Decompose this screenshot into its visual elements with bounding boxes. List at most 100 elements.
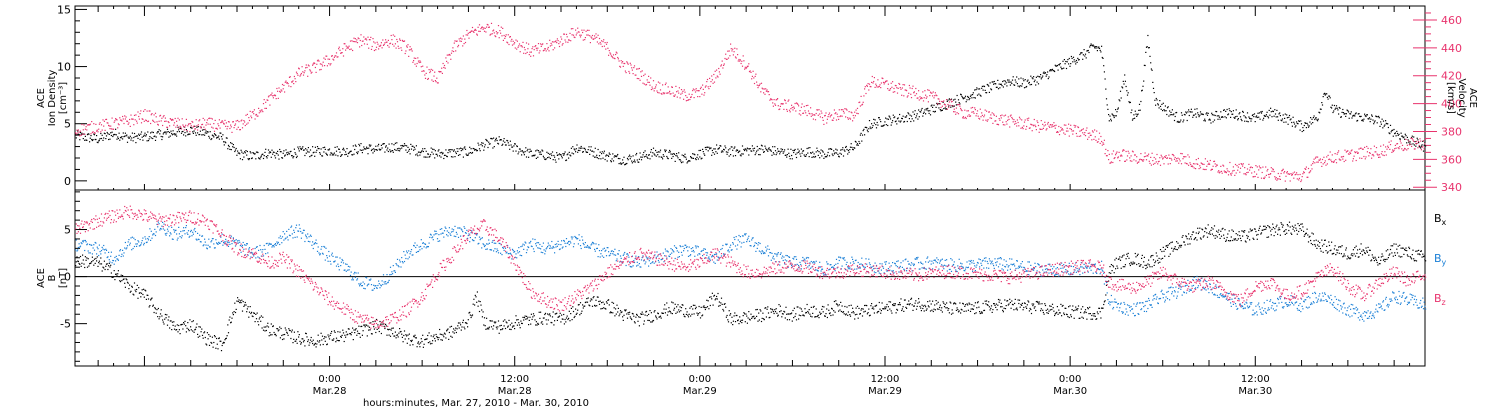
density-point bbox=[704, 146, 706, 149]
density-point bbox=[809, 147, 811, 149]
density-point bbox=[1340, 116, 1342, 118]
b-bx-point bbox=[784, 311, 786, 313]
density-point bbox=[643, 156, 645, 158]
b-bx-point bbox=[614, 315, 616, 317]
velocity-point bbox=[1343, 160, 1345, 163]
b-bx-point bbox=[807, 310, 809, 313]
b-bx-point bbox=[517, 319, 519, 321]
density-point bbox=[509, 140, 511, 142]
density-point bbox=[488, 141, 490, 143]
density-point bbox=[321, 155, 324, 157]
density-point bbox=[958, 102, 960, 104]
velocity-point bbox=[969, 115, 972, 117]
velocity-tick-label: 360 bbox=[1441, 153, 1462, 166]
b-bx-point bbox=[307, 340, 309, 343]
density-point bbox=[297, 146, 299, 148]
b-bx-point bbox=[403, 330, 406, 332]
density-point bbox=[1157, 104, 1159, 106]
density-point bbox=[296, 155, 298, 157]
velocity-point bbox=[717, 76, 719, 78]
b-bx-point bbox=[561, 314, 563, 316]
b-bx-point bbox=[162, 321, 164, 323]
density-point bbox=[1223, 109, 1225, 111]
velocity-point bbox=[494, 35, 496, 37]
b-bx-point bbox=[395, 337, 397, 339]
density-point bbox=[893, 117, 895, 119]
density-point bbox=[1392, 129, 1394, 131]
velocity-point bbox=[1089, 132, 1091, 134]
b-bx-point bbox=[396, 334, 398, 336]
velocity-point bbox=[1109, 162, 1111, 164]
b-bx-point bbox=[210, 341, 212, 344]
density-point bbox=[977, 88, 979, 90]
velocity-point bbox=[227, 121, 230, 123]
velocity-point bbox=[159, 115, 161, 117]
density-point bbox=[934, 110, 936, 112]
velocity-point bbox=[419, 60, 421, 62]
b-bx-point bbox=[166, 324, 169, 326]
density-point bbox=[233, 146, 235, 149]
density-point bbox=[1291, 125, 1293, 127]
density-point bbox=[1304, 122, 1306, 124]
velocity-point bbox=[309, 70, 312, 72]
density-point bbox=[775, 154, 777, 156]
density-point bbox=[680, 160, 682, 162]
density-point bbox=[1265, 114, 1267, 116]
velocity-point bbox=[181, 118, 183, 120]
velocity-point bbox=[312, 64, 314, 66]
velocity-point bbox=[925, 97, 927, 99]
velocity-point bbox=[975, 115, 977, 117]
b-bx-point bbox=[433, 334, 435, 336]
b-bx-point bbox=[666, 314, 669, 316]
density-point bbox=[81, 132, 83, 134]
density-point bbox=[627, 159, 629, 161]
velocity-point bbox=[779, 105, 781, 107]
velocity-point bbox=[981, 112, 983, 114]
b-bx-point bbox=[625, 309, 627, 311]
velocity-point bbox=[403, 40, 406, 42]
velocity-point bbox=[1263, 177, 1265, 180]
velocity-point bbox=[602, 41, 604, 43]
velocity-point bbox=[803, 105, 805, 108]
density-axis-label-line: [cm⁻³] bbox=[58, 82, 69, 114]
density-point bbox=[1231, 113, 1233, 115]
velocity-point bbox=[143, 110, 145, 112]
b-bx-point bbox=[100, 257, 102, 259]
density-point bbox=[1019, 85, 1021, 87]
density-point bbox=[248, 158, 251, 160]
velocity-point bbox=[447, 62, 449, 64]
density-point bbox=[304, 154, 306, 157]
b-bx-point bbox=[377, 324, 379, 326]
density-point bbox=[439, 155, 441, 157]
b-bx-point bbox=[557, 316, 559, 318]
density-point bbox=[264, 151, 266, 153]
velocity-point bbox=[744, 66, 746, 68]
density-point bbox=[659, 151, 661, 153]
velocity-point bbox=[908, 92, 910, 94]
density-point bbox=[138, 134, 140, 136]
density-point bbox=[1295, 125, 1297, 127]
density-point bbox=[1345, 113, 1347, 115]
velocity-point bbox=[813, 114, 815, 116]
b-bx-point bbox=[720, 297, 723, 299]
b-tick-label: -5 bbox=[60, 318, 71, 331]
density-point bbox=[511, 146, 513, 148]
density-point bbox=[702, 151, 704, 153]
velocity-point bbox=[993, 114, 995, 116]
velocity-point bbox=[287, 83, 289, 85]
density-point bbox=[1164, 105, 1166, 107]
density-point bbox=[800, 148, 802, 150]
velocity-point bbox=[805, 105, 807, 107]
velocity-point bbox=[483, 30, 486, 32]
velocity-point bbox=[323, 57, 325, 59]
density-point bbox=[592, 155, 594, 157]
density-point bbox=[152, 131, 154, 134]
velocity-point bbox=[216, 127, 218, 129]
velocity-point bbox=[466, 29, 468, 32]
density-point bbox=[1067, 59, 1069, 61]
velocity-point bbox=[654, 87, 656, 89]
density-point bbox=[1126, 90, 1128, 92]
density-point bbox=[837, 153, 839, 155]
density-point bbox=[202, 134, 204, 136]
velocity-point bbox=[1272, 169, 1274, 171]
